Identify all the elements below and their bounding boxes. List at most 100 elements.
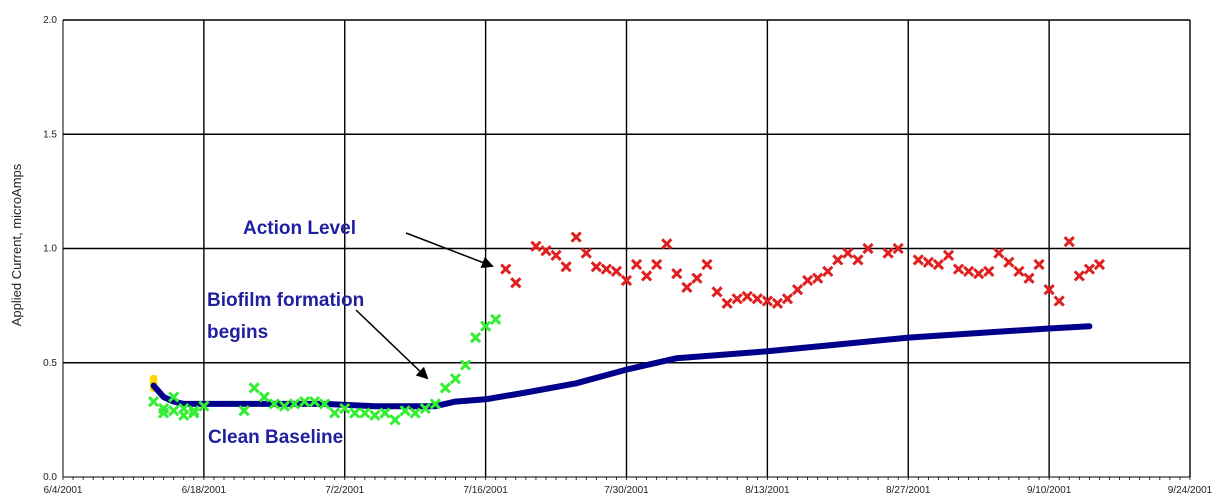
- data-point: [158, 407, 170, 419]
- data-point: [781, 293, 794, 305]
- data-point: [1033, 258, 1045, 271]
- data-point: [389, 414, 401, 426]
- x-tick-label: 7/30/2001: [604, 485, 649, 496]
- x-tick-label: 9/10/2001: [1027, 485, 1072, 496]
- x-tick-label: 6/4/2001: [44, 485, 83, 496]
- data-point: [610, 265, 623, 277]
- data-point: [369, 409, 381, 421]
- annotation-clean-baseline-text: Clean Baseline: [208, 427, 343, 448]
- data-point: [530, 240, 542, 252]
- data-point: [681, 281, 693, 293]
- annotation-arrow-biofilm: [355, 309, 429, 380]
- x-tick-label: 7/16/2001: [463, 485, 508, 496]
- x-tick-label: 8/27/2001: [886, 485, 931, 496]
- x-tick-labels: 6/4/2001 6/18/2001 7/2/2001 7/16/2001 7/30/2…: [44, 485, 1213, 496]
- data-point: [1093, 258, 1106, 271]
- data-point: [1053, 295, 1065, 307]
- data-point: [963, 265, 975, 277]
- data-point: [932, 258, 945, 271]
- annotation-action-level-text: Action Level: [243, 218, 356, 239]
- data-point: [278, 400, 290, 412]
- data-point: [178, 402, 190, 415]
- data-point: [459, 359, 472, 371]
- x-tick-label: 6/18/2001: [182, 485, 227, 496]
- y-axis-label: Applied Current, microAmps: [9, 163, 24, 326]
- series-layer: [147, 231, 1106, 426]
- y-tick-label: 1.5: [43, 129, 57, 140]
- data-point: [892, 242, 904, 255]
- data-point: [188, 407, 200, 419]
- data-point: [1073, 270, 1085, 282]
- data-point: [590, 261, 602, 273]
- y-tick-label: 0.5: [43, 358, 57, 369]
- annotation-biofilm-text-line2: begins: [207, 322, 268, 343]
- data-point: [490, 313, 502, 325]
- data-point: [721, 297, 733, 309]
- data-point: [329, 407, 341, 419]
- data-point: [973, 268, 985, 280]
- data-point: [198, 400, 210, 412]
- data-point: [248, 382, 260, 394]
- annotation-biofilm: Biofilm formation begins: [207, 290, 429, 380]
- data-point: [761, 295, 773, 307]
- data-point: [812, 272, 824, 284]
- data-point: [620, 274, 633, 287]
- data-point: [580, 247, 592, 259]
- series-1: [150, 323, 1093, 410]
- x-tick-label: 8/13/2001: [745, 485, 790, 496]
- data-point: [319, 398, 331, 410]
- data-point: [339, 402, 351, 415]
- data-point: [168, 391, 180, 403]
- data-point: [359, 407, 371, 419]
- y-tick-label: 0.0: [43, 472, 57, 483]
- data-point: [480, 320, 492, 332]
- data-point: [1013, 265, 1025, 277]
- data-point: [651, 258, 663, 271]
- data-point: [178, 409, 190, 421]
- data-point: [802, 274, 814, 287]
- data-point: [1043, 284, 1055, 296]
- series-3: [500, 231, 1106, 309]
- data-point: [641, 270, 653, 282]
- x-tick-label: 7/2/2001: [325, 485, 364, 496]
- data-point: [147, 395, 160, 408]
- data-point: [852, 254, 864, 266]
- data-point: [822, 265, 834, 277]
- data-point: [429, 398, 441, 410]
- data-point: [288, 398, 301, 410]
- data-point: [399, 405, 411, 417]
- data-point: [1023, 272, 1035, 284]
- data-point: [942, 249, 955, 261]
- data-point: [409, 407, 421, 419]
- data-point: [882, 247, 894, 259]
- data-point: [701, 258, 713, 271]
- y-tick-label: 1.0: [43, 244, 57, 255]
- data-point: [671, 268, 683, 280]
- data-point: [258, 391, 270, 403]
- data-point: [731, 293, 743, 305]
- data-point: [419, 402, 431, 415]
- data-point: [741, 290, 753, 303]
- data-point: [751, 293, 763, 305]
- data-point: [952, 263, 965, 275]
- data-point: [711, 286, 723, 298]
- data-point: [439, 382, 451, 394]
- data-point: [862, 242, 874, 255]
- y-tick-label: 2.0: [43, 15, 57, 26]
- annotation-biofilm-text-line1: Biofilm formation: [207, 290, 364, 311]
- data-point: [500, 263, 512, 275]
- axes: [62, 20, 1191, 480]
- data-point: [308, 395, 321, 408]
- data-point: [449, 373, 462, 385]
- series-2: [147, 313, 502, 426]
- data-point: [379, 407, 391, 419]
- data-point: [912, 254, 924, 266]
- data-point: [983, 265, 995, 277]
- data-point: [469, 331, 482, 344]
- data-point: [238, 405, 250, 417]
- data-point: [560, 261, 572, 273]
- baseline-trend-line: [150, 323, 1093, 410]
- data-point: [600, 263, 612, 275]
- data-point: [1083, 263, 1096, 275]
- data-point: [570, 231, 582, 243]
